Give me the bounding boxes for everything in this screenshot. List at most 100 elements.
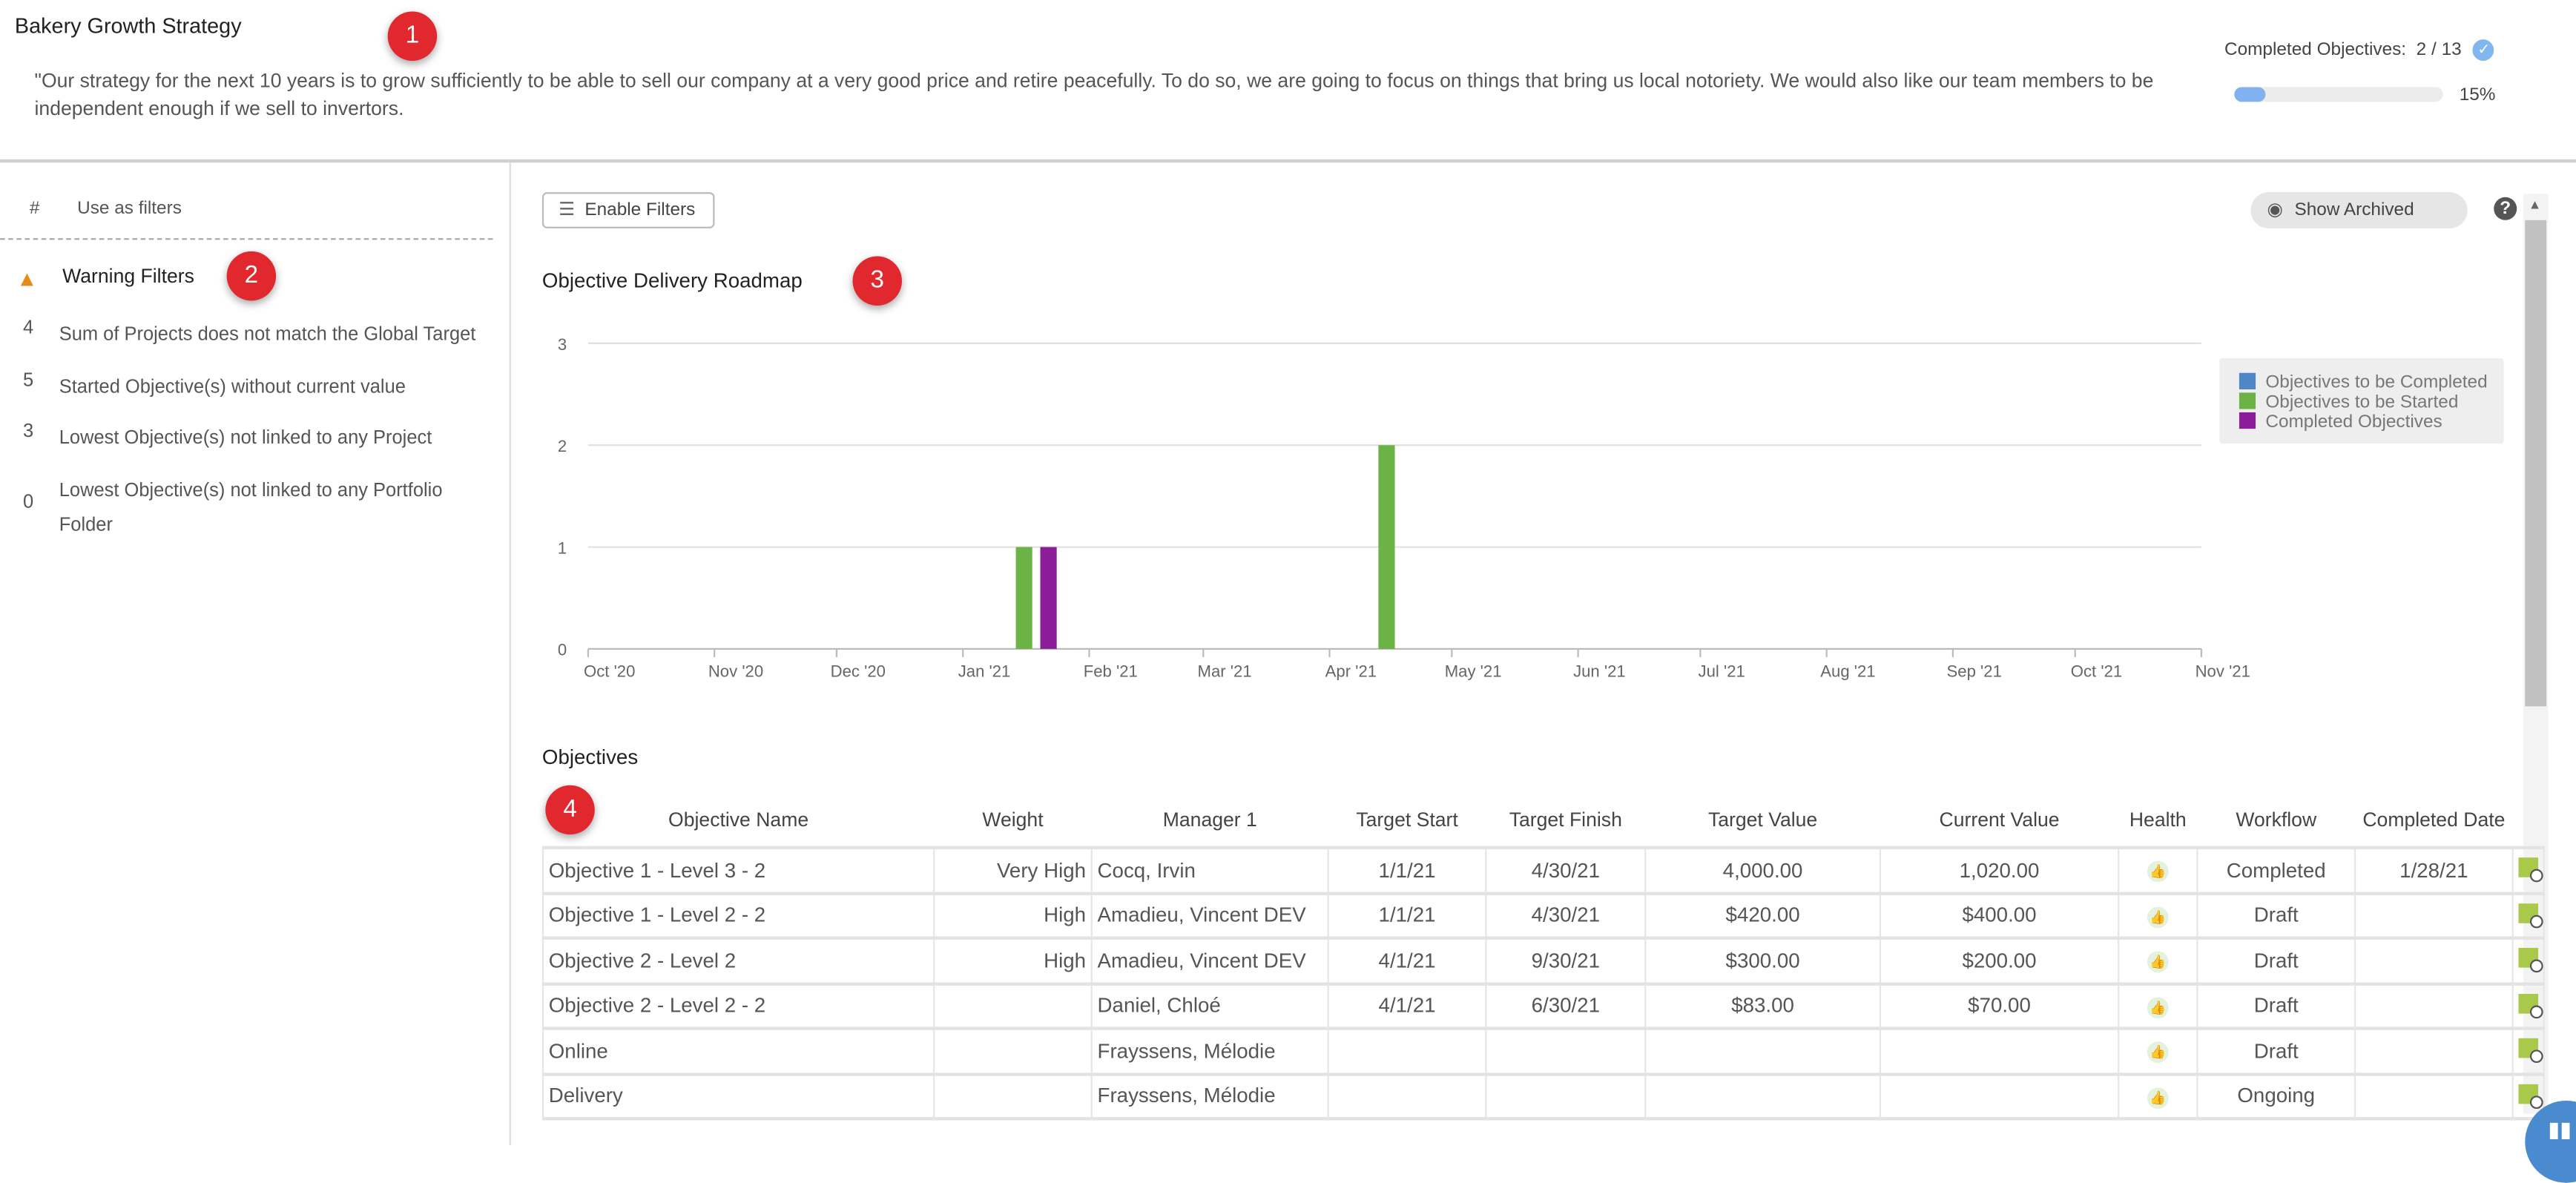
cell-target-finish: 9/30/21 [1485, 937, 1647, 985]
details-cell[interactable] [2511, 937, 2545, 985]
roadmap-chart: 0 1 2 3 Oct '20 Nov '20 Dec '20 Jan '21 Feb '21 M… [558, 335, 2250, 681]
enable-filters-button[interactable]: ☰ Enable Filters [541, 192, 715, 228]
table-header: Objective Name Weight Manager 1 Target Star… [543, 791, 2544, 850]
x-tick-label: Feb '21 [1084, 662, 1138, 681]
thumbs-up-icon: 👍 [2147, 906, 2169, 928]
legend-label: Objectives to be Completed [2265, 372, 2488, 393]
cell-target-finish: 4/30/21 [1485, 892, 1647, 940]
filter-label: Sum of Projects does not match the Globa… [59, 325, 476, 346]
filter-count: 0 [23, 492, 34, 513]
warning-icon: ▲ [16, 266, 38, 291]
x-tick-label: Aug '21 [1820, 662, 1875, 681]
cell-current-value: $70.00 [1879, 982, 2120, 1030]
chart-legend: Objectives to be Completed Objectives to … [2219, 357, 2504, 444]
cell-current-value [1879, 1027, 2120, 1075]
column-header[interactable]: Health [2118, 791, 2198, 850]
legend-item[interactable]: Objectives to be Started [2239, 392, 2504, 412]
cell-objective-name: Objective 1 - Level 3 - 2 [541, 846, 935, 894]
legend-item[interactable]: Completed Objectives [2239, 412, 2504, 432]
view-details-icon[interactable] [2518, 903, 2543, 928]
table-row[interactable]: Objective 2 - Level 2 - 2 Daniel, Chloé 4/… [541, 982, 2545, 1030]
progress-percent: 15% [2459, 85, 2496, 105]
cell-objective-name: Delivery [541, 1072, 935, 1121]
legend-swatch [2239, 412, 2256, 429]
cell-objective-name: Objective 2 - Level 2 - 2 [541, 982, 935, 1030]
column-header[interactable]: Weight [934, 791, 1092, 850]
cell-manager-1: Daniel, Chloé [1090, 982, 1329, 1030]
column-header[interactable]: Workflow [2197, 791, 2356, 850]
table-row[interactable]: Online Frayssens, Mélodie 👍 Draft [541, 1027, 2545, 1075]
view-details-icon[interactable] [2518, 1084, 2543, 1109]
bar-completed-objectives [1040, 547, 1057, 649]
bar-objectives-to-be-started [1015, 547, 1032, 649]
column-header[interactable]: Current Value [1880, 791, 2119, 850]
x-tick-label: Jul '21 [1699, 662, 1745, 681]
legend-item[interactable]: Objectives to be Completed [2239, 372, 2504, 393]
scroll-up-icon[interactable]: ▲ [2528, 197, 2542, 212]
table-row[interactable]: Objective 2 - Level 2 High Amadieu, Vincen… [541, 937, 2545, 985]
x-tick-label: Apr '21 [1325, 662, 1377, 681]
show-archived-label: Show Archived [2294, 200, 2414, 220]
filter-label: Lowest Objective(s) not linked to any Po… [59, 481, 443, 536]
cell-objective-name: Objective 2 - Level 2 [541, 937, 935, 985]
cell-weight [933, 982, 1093, 1030]
enable-filters-label: Enable Filters [584, 200, 696, 220]
progress-fill [2234, 87, 2266, 102]
cell-weight: High [933, 892, 1093, 940]
details-cell[interactable] [2511, 892, 2545, 940]
view-details-icon[interactable] [2518, 857, 2543, 883]
cell-current-value: $400.00 [1879, 892, 2120, 940]
x-tick-label: Mar '21 [1198, 662, 1252, 681]
filter-count: 5 [23, 371, 34, 392]
show-archived-button[interactable]: ◉ Show Archived [2250, 192, 2468, 228]
view-details-icon[interactable] [2518, 948, 2543, 973]
table-row[interactable]: Delivery Frayssens, Mélodie 👍 Ongoing [541, 1072, 2545, 1121]
column-header[interactable]: Manager 1 [1091, 791, 1328, 850]
column-header[interactable]: Completed Date [2355, 791, 2513, 850]
cell-target-start [1327, 1072, 1487, 1121]
cell-target-start: 4/1/21 [1327, 982, 1487, 1030]
column-header[interactable]: Objective Name [543, 791, 935, 850]
cell-workflow: Ongoing [2196, 1072, 2356, 1121]
table-row[interactable]: Objective 1 - Level 2 - 2 High Amadieu, Vi… [541, 892, 2545, 940]
cell-manager-1: Frayssens, Mélodie [1090, 1072, 1329, 1121]
total-count: 13 [2441, 40, 2462, 60]
scrollbar-thumb[interactable] [2525, 220, 2547, 707]
bar-chart-icon: ▮▮ [2548, 1117, 2572, 1142]
details-cell[interactable] [2511, 1027, 2545, 1075]
cell-weight: Very High [933, 846, 1093, 894]
y-tick-label: 2 [558, 437, 567, 455]
legend-label: Objectives to be Started [2265, 392, 2459, 412]
strategy-description: "Our strategy for the next 10 years is t… [34, 69, 2154, 120]
cell-completed-date: 1/28/21 [2353, 846, 2514, 894]
eye-icon: ◉ [2267, 200, 2283, 220]
check-icon: ✓ [2473, 39, 2495, 61]
annotation-badge-3: 3 [852, 256, 902, 306]
cell-target-value: 4,000.00 [1644, 846, 1882, 894]
details-cell[interactable] [2511, 846, 2545, 894]
cell-objective-name: Online [541, 1027, 935, 1075]
filter-label: Lowest Objective(s) not linked to any Pr… [59, 429, 432, 449]
x-tick-label: Oct '20 [584, 662, 635, 681]
help-icon[interactable]: ? [2494, 197, 2517, 220]
view-details-icon[interactable] [2518, 993, 2543, 1018]
legend-swatch [2239, 372, 2256, 389]
column-header[interactable]: Target Start [1328, 791, 1486, 850]
x-tick-label: Nov '21 [2195, 662, 2250, 681]
strategy-title: Bakery Growth Strategy [14, 13, 242, 38]
x-tick-label: Sep '21 [1947, 662, 2002, 681]
legend-swatch [2239, 392, 2256, 409]
details-cell[interactable] [2511, 1072, 2545, 1121]
view-details-icon[interactable] [2518, 1038, 2543, 1064]
column-header[interactable]: Target Value [1645, 791, 1880, 850]
legend-label: Completed Objectives [2265, 412, 2442, 432]
filter-count: 4 [23, 318, 34, 339]
details-cell[interactable] [2511, 982, 2545, 1030]
column-header[interactable]: Target Finish [1486, 791, 1646, 850]
col-use-as-filters: Use as filters [77, 199, 182, 219]
table-row[interactable]: Objective 1 - Level 3 - 2 Very High Cocq, … [541, 846, 2545, 894]
cell-workflow: Draft [2196, 1027, 2356, 1075]
health-cell: 👍 [2118, 1072, 2198, 1121]
cell-workflow: Draft [2196, 892, 2356, 940]
cell-completed-date [2353, 892, 2514, 940]
